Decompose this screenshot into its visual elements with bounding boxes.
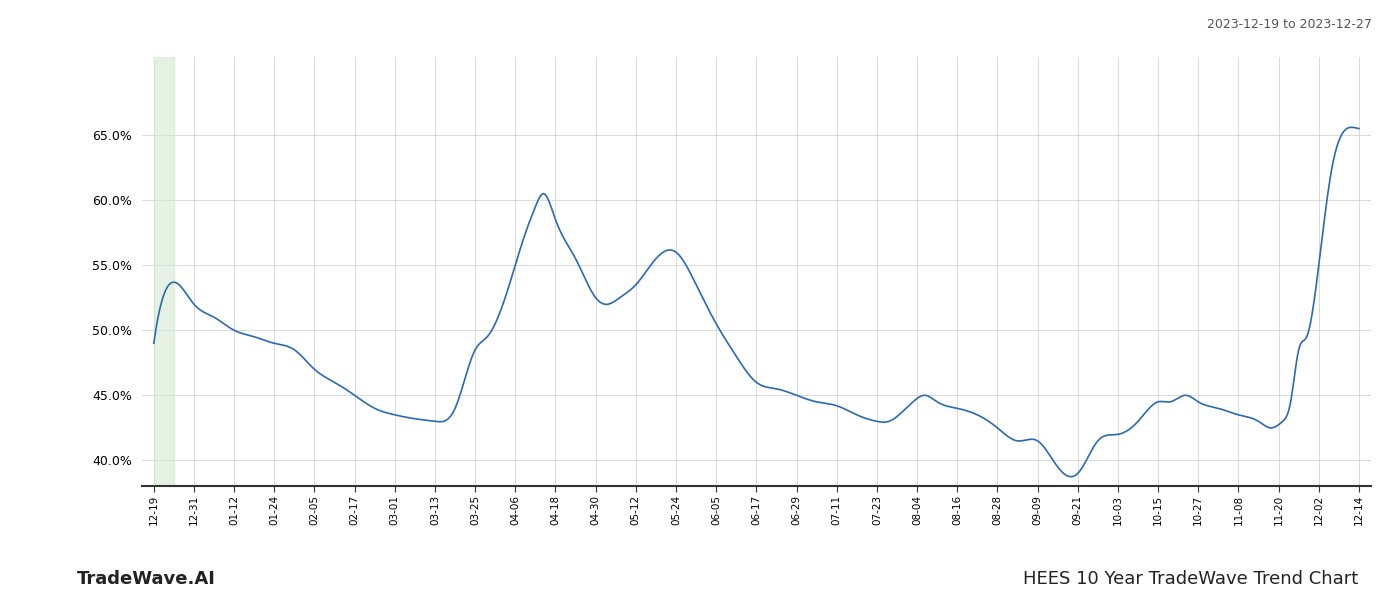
Bar — [154, 57, 174, 487]
Text: HEES 10 Year TradeWave Trend Chart: HEES 10 Year TradeWave Trend Chart — [1023, 570, 1358, 588]
Text: 2023-12-19 to 2023-12-27: 2023-12-19 to 2023-12-27 — [1207, 18, 1372, 31]
Text: TradeWave.AI: TradeWave.AI — [77, 570, 216, 588]
